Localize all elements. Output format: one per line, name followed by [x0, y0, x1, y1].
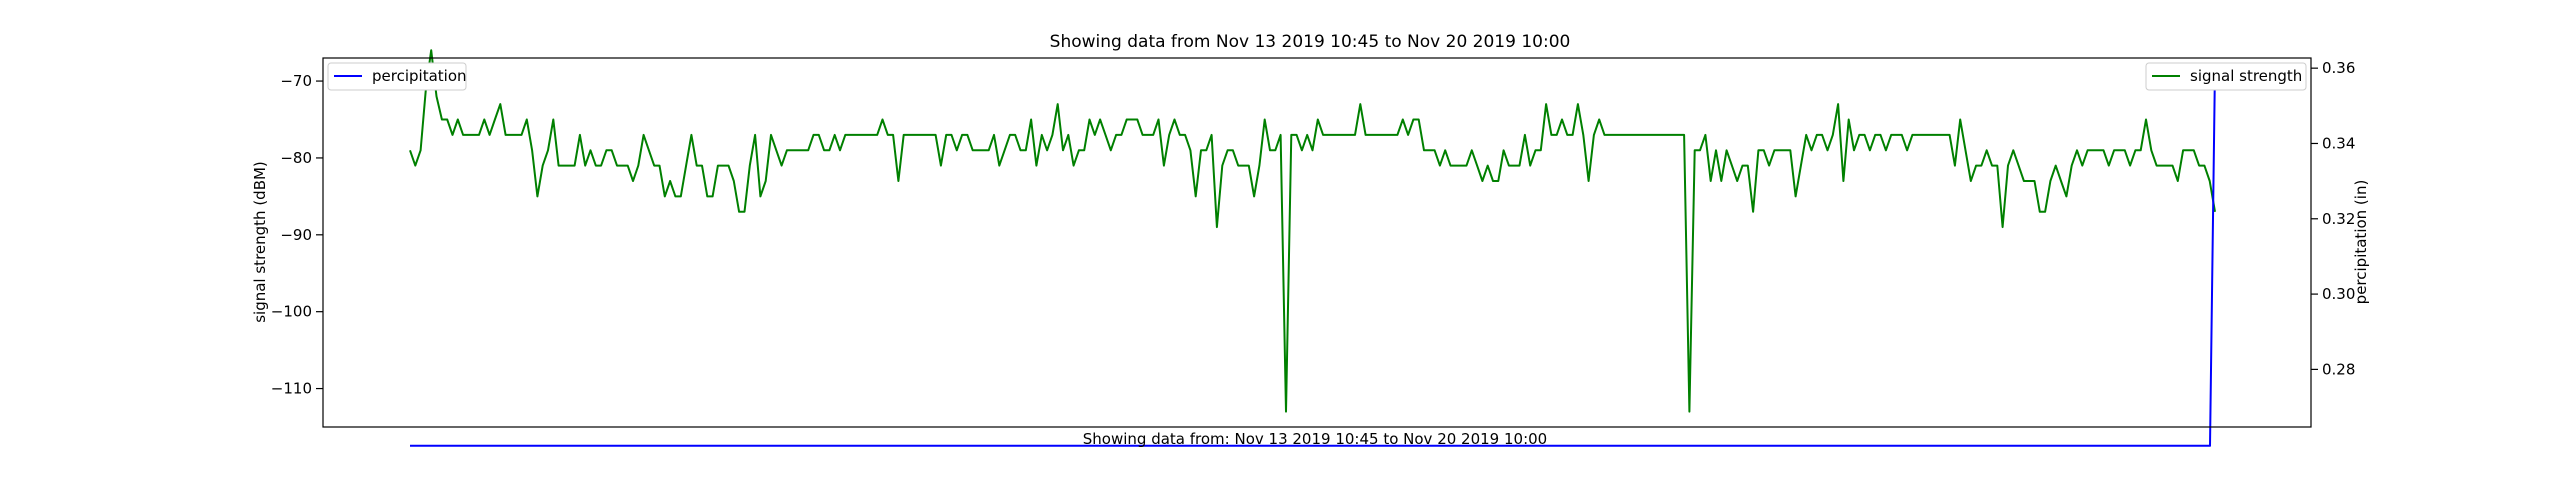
legend-label-percipitation: percipitation — [372, 67, 467, 85]
series-line-signal-strength — [409, 49, 2216, 413]
right-axis-label: percipitation (in) — [2352, 180, 2370, 305]
left-tick-label: −90 — [280, 226, 312, 244]
right-tick-label: 0.30 — [2322, 285, 2355, 303]
left-axis-label: signal strength (dBM) — [251, 161, 269, 323]
legend-percipitation: percipitation — [327, 62, 467, 91]
plot-frame — [322, 57, 2312, 428]
legend-box-left — [327, 62, 467, 91]
left-tick-label: −100 — [271, 303, 312, 321]
series-line-percipitation — [410, 66, 2216, 447]
right-tick-label: 0.34 — [2322, 134, 2355, 152]
left-axis-ticks: −70 −80 −90 −100 −110 — [271, 72, 323, 398]
right-tick-label: 0.28 — [2322, 360, 2355, 378]
right-tick-label: 0.36 — [2322, 59, 2355, 77]
left-tick-label: −70 — [280, 72, 312, 90]
legend-signal-strength: signal strength — [2145, 62, 2307, 91]
chart-title: Showing data from Nov 13 2019 10:45 to N… — [1050, 32, 1571, 52]
legend-label-signal-strength: signal strength — [2190, 67, 2302, 85]
right-axis-ticks: 0.36 0.34 0.32 0.30 0.28 — [2311, 59, 2355, 378]
left-tick-label: −80 — [280, 149, 312, 167]
left-tick-label: −110 — [271, 380, 312, 398]
x-axis-label: Showing data from: Nov 13 2019 10:45 to … — [1083, 430, 1547, 448]
legend-box-right — [2145, 62, 2307, 91]
right-tick-label: 0.32 — [2322, 210, 2355, 228]
